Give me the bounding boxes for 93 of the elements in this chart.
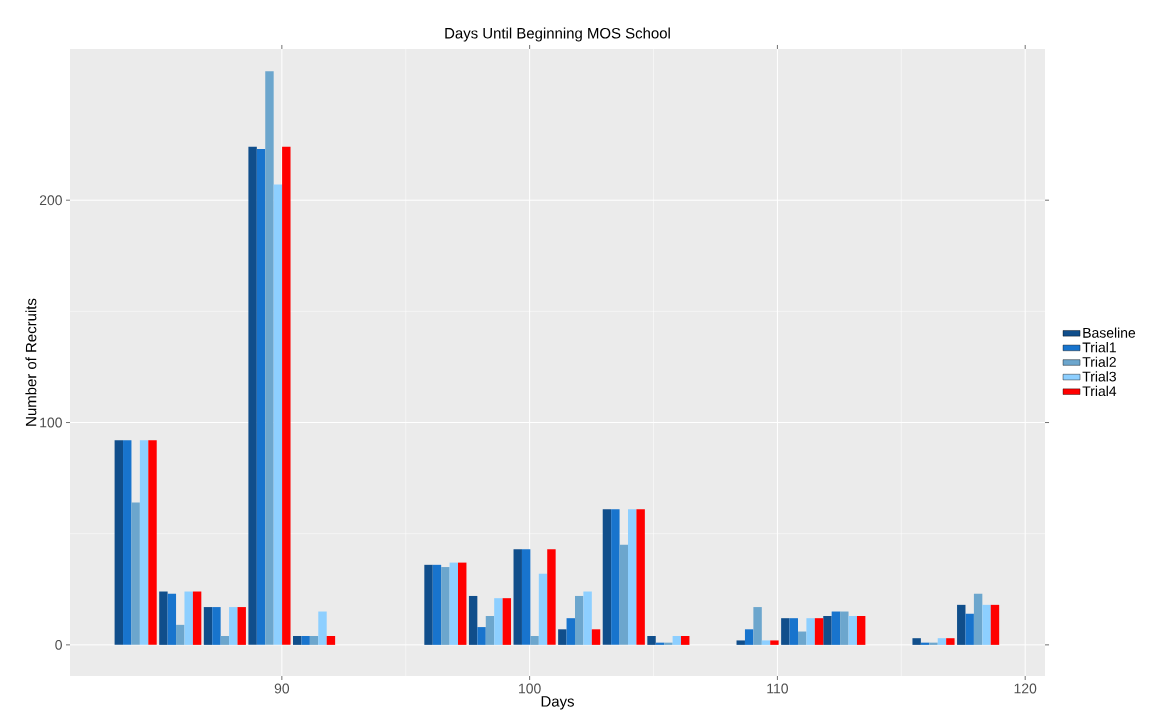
bar (248, 146, 257, 645)
bar (965, 613, 974, 645)
bar (502, 598, 512, 645)
bar (256, 149, 266, 645)
legend-label: Baseline (1083, 327, 1136, 338)
bar (753, 607, 762, 645)
y-tick-label: 200 (39, 195, 62, 206)
bar (797, 631, 807, 645)
legend-label: Trial2 (1082, 356, 1116, 367)
bar (937, 638, 947, 645)
bar (309, 635, 319, 645)
bar (441, 567, 450, 645)
bar (114, 440, 124, 645)
bar (647, 635, 656, 645)
bar (566, 618, 575, 645)
x-tick-label: 110 (767, 683, 788, 694)
bar (203, 607, 213, 645)
bar (538, 573, 548, 645)
bar (139, 440, 149, 645)
bar (159, 591, 168, 645)
x-tick-label: 120 (1014, 683, 1037, 694)
bar (672, 635, 682, 645)
bar (176, 624, 185, 645)
bar (823, 615, 832, 645)
bar (789, 618, 798, 645)
bar (848, 615, 857, 645)
bar (912, 638, 921, 645)
bar (326, 635, 336, 645)
bar (468, 595, 478, 645)
bar (957, 604, 966, 645)
bar (494, 598, 503, 645)
bar (220, 635, 230, 645)
bar (583, 591, 592, 645)
bar (424, 564, 433, 645)
bar (602, 509, 612, 645)
bar (611, 509, 620, 645)
bar (167, 593, 177, 645)
bar (628, 509, 637, 645)
bar (929, 642, 938, 645)
bar (781, 618, 790, 645)
legend-label: Trial1 (1082, 342, 1116, 353)
y-tick-label: 100 (40, 417, 62, 428)
bar (558, 629, 567, 645)
bar (806, 618, 815, 645)
bar (432, 564, 442, 645)
bar (636, 509, 645, 645)
bar (449, 562, 459, 645)
bar (547, 549, 556, 645)
bar (282, 146, 291, 645)
bar (521, 549, 531, 645)
bar (831, 611, 841, 645)
bar (990, 604, 1000, 645)
bar (477, 627, 486, 645)
legend-label: Trial3 (1082, 371, 1116, 382)
bar (736, 640, 745, 645)
bar (148, 440, 157, 645)
bar (973, 593, 983, 645)
x-axis-title: Days (541, 696, 574, 710)
bar (123, 440, 132, 645)
bar (770, 640, 779, 645)
x-tick-label: 100 (519, 683, 541, 694)
bar (229, 607, 238, 645)
bar (681, 635, 690, 645)
bar (212, 607, 221, 645)
bar (485, 615, 495, 645)
bar (131, 502, 140, 645)
bar (840, 611, 849, 645)
chart-title: Days Until Beginning MOS School (445, 27, 670, 42)
bar (946, 638, 955, 645)
y-tick-label: 0 (55, 639, 62, 650)
bar (814, 618, 824, 645)
bar (192, 591, 202, 645)
bar (184, 591, 193, 645)
bar (293, 635, 302, 645)
y-axis-title: Number of Recruits (25, 298, 37, 426)
bar (458, 562, 467, 645)
bar (982, 604, 991, 645)
bar (761, 640, 771, 645)
bar (856, 615, 866, 645)
bar (273, 184, 283, 645)
bar (265, 71, 274, 645)
bar (318, 611, 327, 645)
bar (513, 549, 522, 645)
bar (619, 544, 628, 645)
bar (591, 629, 601, 645)
bar (744, 629, 754, 645)
bar (574, 595, 584, 645)
legend-label: Trial4 (1082, 385, 1117, 397)
x-tick-label: 90 (274, 683, 290, 694)
bar (301, 635, 310, 645)
bar (530, 635, 539, 645)
bar (664, 642, 673, 645)
bar (237, 607, 246, 645)
